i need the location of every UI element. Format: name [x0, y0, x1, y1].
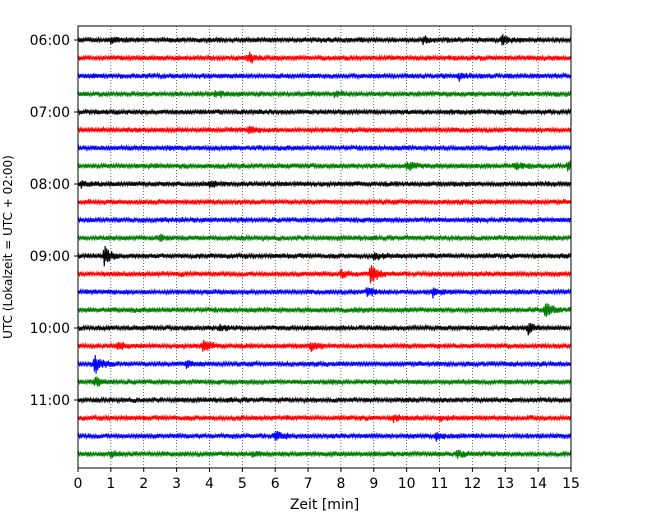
x-tick-label: 10 — [398, 476, 416, 492]
trace-1145 — [77, 449, 572, 459]
trace-0700 — [77, 107, 572, 117]
y-tick-label: 06:00 — [30, 33, 70, 49]
trace-1100 — [77, 395, 572, 405]
trace-0615 — [77, 51, 572, 64]
y-tick-label: 11:00 — [30, 393, 70, 409]
trace-0800 — [77, 179, 572, 189]
x-tick-label: 8 — [336, 476, 345, 492]
trace-0745 — [77, 160, 572, 172]
x-tick-label: 4 — [205, 476, 214, 492]
y-axis-ticks: 06:00 07:00 08:00 09:00 10:00 11:00 — [30, 33, 78, 409]
x-tick-label: 1 — [106, 476, 115, 492]
trace-1030 — [77, 355, 572, 374]
trace-0915 — [77, 265, 572, 284]
x-tick-label: 5 — [238, 476, 247, 492]
y-tick-label: 10:00 — [30, 321, 70, 337]
trace-1015 — [77, 339, 572, 352]
plot-background — [78, 26, 571, 468]
trace-1045 — [77, 376, 572, 387]
trace-1130 — [77, 431, 572, 442]
x-tick-label: 6 — [271, 476, 280, 492]
x-tick-label: 13 — [496, 476, 514, 492]
trace-0900 — [77, 245, 572, 267]
trace-0815 — [77, 197, 572, 207]
x-tick-label: 14 — [529, 476, 547, 492]
trace-1000 — [77, 323, 572, 336]
plot-frame — [77, 25, 572, 469]
y-axis-label: UTC (Lokalzeit = UTC + 02:00) — [1, 155, 15, 339]
trace-0715 — [77, 125, 572, 135]
trace-0630 — [77, 71, 572, 82]
trace-0845 — [77, 233, 572, 243]
y-tick-label: 09:00 — [30, 249, 70, 265]
trace-0930 — [77, 287, 572, 299]
x-tick-label: 0 — [74, 476, 83, 492]
x-axis-ticks: 0 1 2 3 4 5 6 7 8 9 10 11 12 13 14 15 — [74, 468, 580, 492]
x-tick-label: 12 — [463, 476, 481, 492]
trace-0600 — [77, 34, 572, 46]
seismic-traces — [77, 34, 572, 459]
x-tick-label: 11 — [431, 476, 449, 492]
trace-0730 — [77, 143, 572, 153]
x-tick-label: 9 — [369, 476, 378, 492]
x-tick-label: 2 — [139, 476, 148, 492]
trace-0645 — [77, 89, 572, 99]
trace-1115 — [77, 413, 572, 424]
x-tick-label: 7 — [304, 476, 313, 492]
x-tick-label: 3 — [172, 476, 181, 492]
y-tick-label: 08:00 — [30, 177, 70, 193]
trace-0945 — [77, 303, 572, 317]
x-tick-label: 15 — [562, 476, 580, 492]
trace-0830 — [77, 215, 572, 225]
x-axis-label: Zeit [min] — [290, 497, 359, 513]
y-tick-label: 07:00 — [30, 105, 70, 121]
